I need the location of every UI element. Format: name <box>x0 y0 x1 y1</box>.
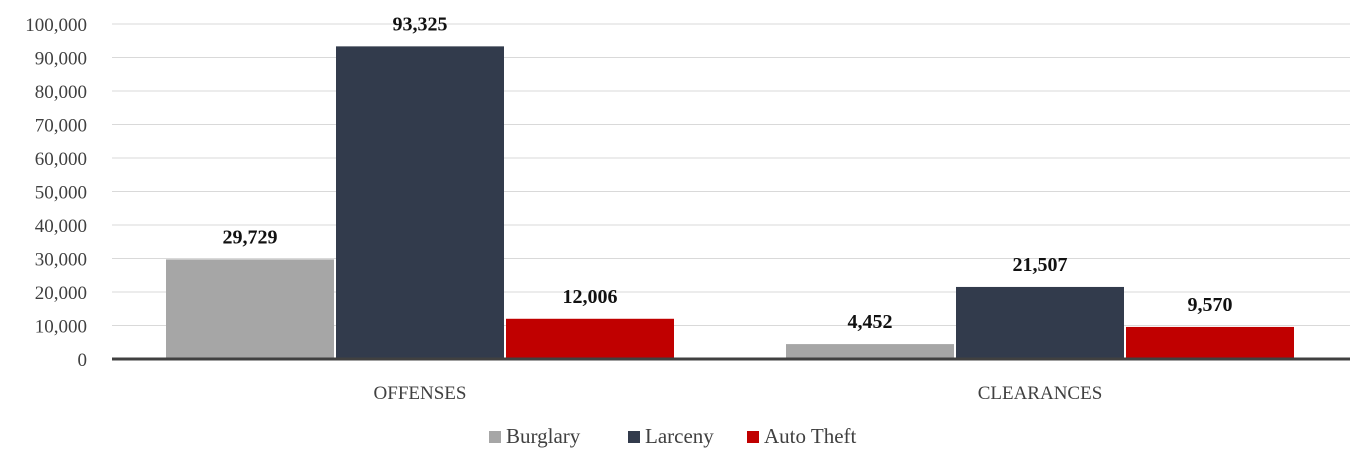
data-label: 9,570 <box>1188 294 1233 316</box>
y-tick-label: 90,000 <box>35 49 87 70</box>
legend-swatch <box>628 431 640 443</box>
bar-larceny-offenses <box>336 46 504 360</box>
category-label: CLEARANCES <box>978 383 1103 404</box>
category-labels: OFFENSES CLEARANCES <box>374 383 1103 404</box>
y-tick-label: 50,000 <box>35 183 87 204</box>
bar-auto-theft-clearances <box>1126 326 1294 359</box>
bar-auto-theft-offenses <box>506 318 674 359</box>
y-tick-label: 20,000 <box>35 283 87 304</box>
y-tick-label: 60,000 <box>35 149 87 170</box>
data-labels: 29,729 93,325 12,006 4,452 21,507 9,570 <box>223 13 1233 333</box>
bar-larceny-clearances <box>956 286 1124 359</box>
data-label: 12,006 <box>563 286 618 308</box>
y-tick-label: 30,000 <box>35 250 87 271</box>
bar-burglary-clearances <box>786 344 954 359</box>
bar-burglary-offenses <box>166 259 334 359</box>
data-label: 4,452 <box>848 311 893 333</box>
bars <box>166 46 1294 360</box>
data-label: 29,729 <box>223 226 278 248</box>
y-tick-label: 10,000 <box>35 317 87 338</box>
y-tick-label: 80,000 <box>35 82 87 103</box>
legend-label: Larceny <box>645 424 714 448</box>
legend: Burglary Larceny Auto Theft <box>489 424 857 448</box>
y-tick-label: 100,000 <box>25 15 87 36</box>
legend-swatch <box>747 431 759 443</box>
y-tick-label: 0 <box>78 350 88 371</box>
y-axis-ticks: 0 10,000 20,000 30,000 40,000 50,000 60,000 70,… <box>25 15 87 371</box>
y-tick-label: 70,000 <box>35 116 87 137</box>
legend-label: Burglary <box>506 424 581 448</box>
data-label: 93,325 <box>393 13 448 35</box>
category-label: OFFENSES <box>374 383 467 404</box>
y-tick-label: 40,000 <box>35 216 87 237</box>
legend-label: Auto Theft <box>764 424 857 448</box>
legend-swatch <box>489 431 501 443</box>
data-label: 21,507 <box>1013 254 1068 276</box>
